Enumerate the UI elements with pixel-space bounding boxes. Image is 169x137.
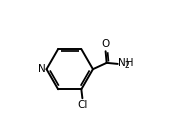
Text: N: N [38,64,45,74]
Text: O: O [101,39,110,49]
Text: NH: NH [118,58,134,68]
Text: Cl: Cl [77,100,88,110]
Text: 2: 2 [124,61,129,70]
